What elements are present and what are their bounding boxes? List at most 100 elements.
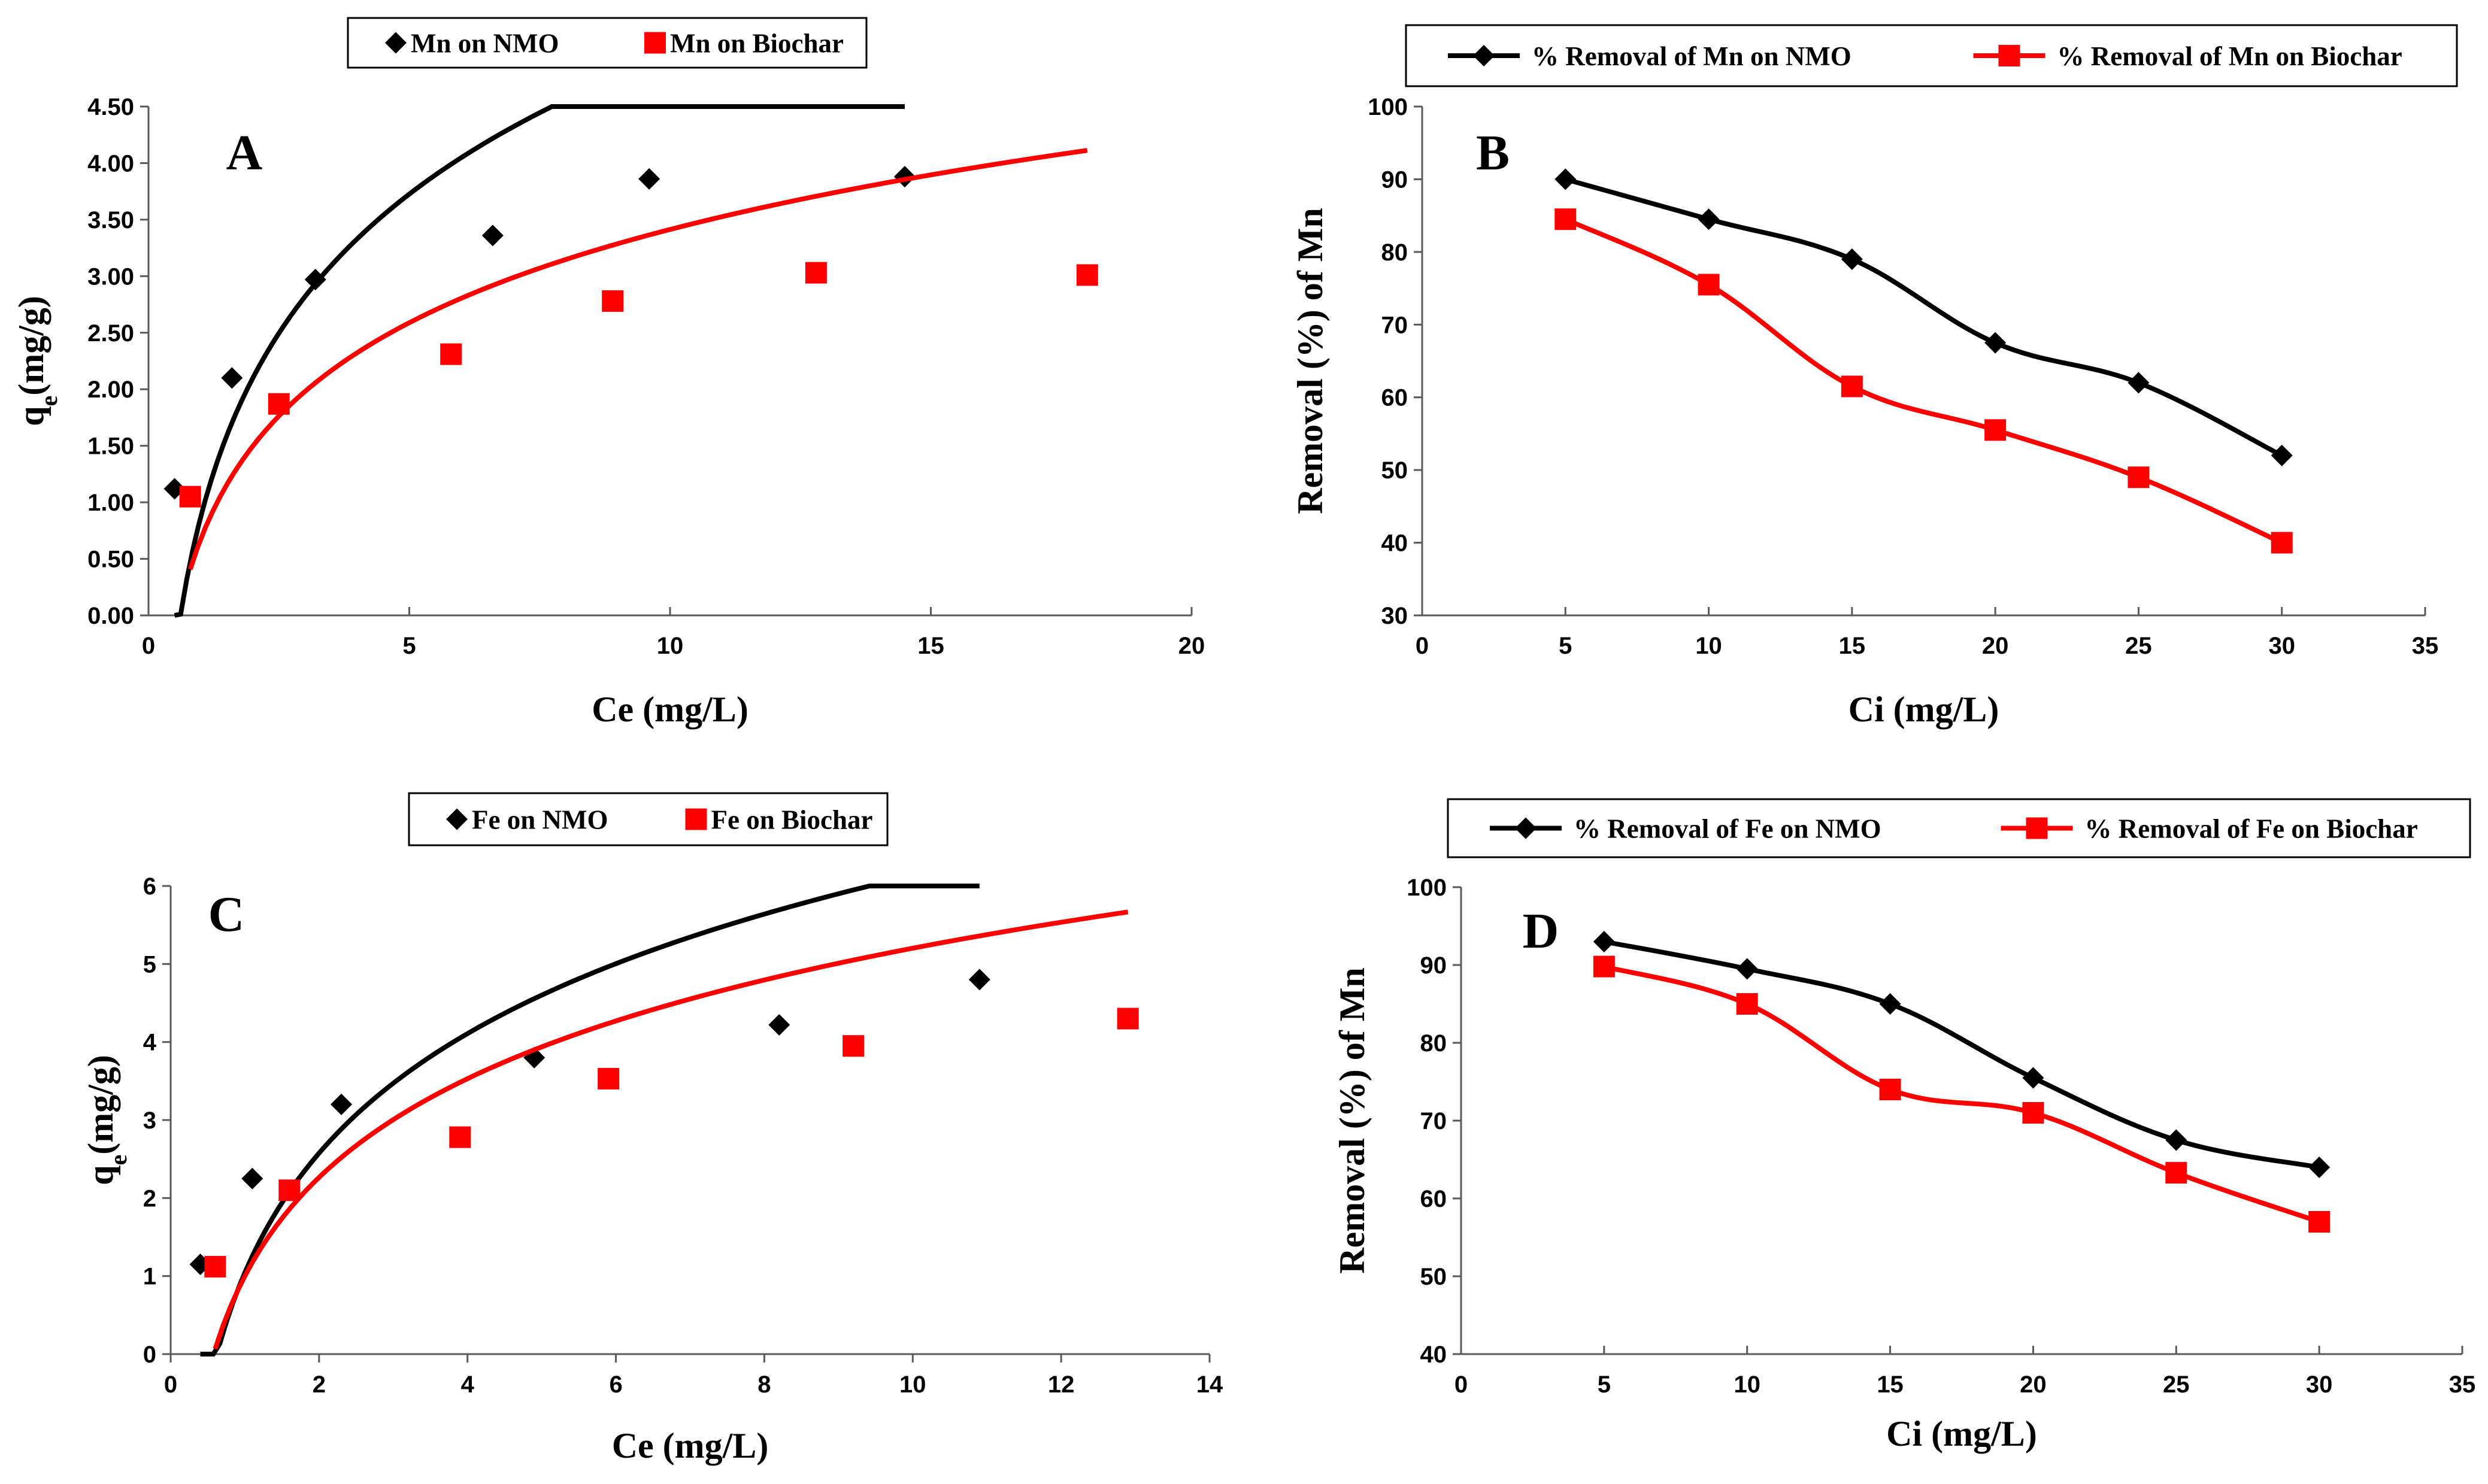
data-point (598, 1067, 620, 1090)
y-tick-label: 0 (143, 1342, 156, 1368)
data-point (2271, 532, 2293, 554)
legend: Fe on NMO Fe on Biochar (408, 792, 889, 846)
data-point (2271, 444, 2293, 466)
legend-label: Fe on Biochar (711, 805, 873, 835)
x-tick-label: 25 (2125, 633, 2152, 659)
data-point (968, 969, 990, 991)
x-tick-label: 20 (1982, 633, 2009, 659)
data-point (2022, 1102, 2044, 1124)
x-tick-label: 25 (2163, 1371, 2190, 1398)
data-point (1554, 168, 1577, 190)
x-tick-label: 35 (2412, 633, 2439, 659)
y-tick-label: 0.50 (87, 547, 134, 573)
legend-marker (685, 808, 707, 830)
data-point (278, 1179, 301, 1201)
x-tick-label: 0 (1454, 1371, 1468, 1398)
data-point (1736, 958, 1758, 980)
data-point (1736, 993, 1758, 1015)
data-point (2022, 1067, 2044, 1089)
data-point (1984, 332, 2007, 354)
x-tick-label: 30 (2268, 633, 2295, 659)
data-point (1984, 419, 2007, 441)
data-point (481, 224, 504, 247)
series-line (1565, 177, 2283, 458)
y-tick-label: 4 (143, 1030, 157, 1056)
data-point (241, 1167, 263, 1189)
panel-letter: C (208, 887, 245, 942)
data-point (449, 1126, 471, 1148)
legend-label: Fe on NMO (472, 805, 608, 835)
y-axis-title-main: q (81, 1166, 120, 1185)
panel-letter: D (1523, 903, 1559, 959)
y-tick-label: 90 (1381, 166, 1408, 193)
data-point (1593, 931, 1615, 952)
x-tick-label: 10 (657, 633, 684, 659)
x-tick-label: 2 (313, 1371, 326, 1398)
data-point (768, 1013, 790, 1036)
data-point (1554, 208, 1577, 230)
y-tick-label: 50 (1381, 457, 1408, 484)
trendline (213, 909, 1129, 1350)
x-tick-label: 15 (917, 633, 944, 659)
y-tick-label: 2 (143, 1185, 156, 1212)
x-tick-label: 12 (1048, 1371, 1075, 1398)
legend-label: Mn on Biochar (670, 29, 844, 59)
y-tick-label: 3 (143, 1107, 156, 1134)
data-point (2128, 466, 2150, 488)
legend-entry: % Removal of Fe on Biochar (2001, 814, 2418, 844)
legend-label: % Removal of Fe on Biochar (2085, 814, 2418, 844)
y-tick-label: 70 (1381, 312, 1408, 338)
series-nmo (1593, 931, 2331, 1178)
legend-marker (446, 808, 468, 830)
legend-marker (1473, 45, 1495, 66)
series-biochar (1554, 208, 2293, 554)
x-tick-label: 5 (1559, 633, 1572, 659)
legend: % Removal of Mn on NMO % Removal of Mn on… (1405, 24, 2458, 87)
legend-label: % Removal of Mn on NMO (1532, 41, 1851, 71)
data-point (1879, 993, 1901, 1015)
y-axis-title: Removal (%) of Mn (1290, 208, 1330, 514)
legend-entry: Fe on Biochar (685, 805, 873, 835)
series-nmo (189, 884, 990, 1356)
x-tick-label: 10 (1695, 633, 1722, 659)
y-axis-title-subscript: e (35, 396, 62, 406)
data-point (638, 168, 660, 190)
x-tick-label: 14 (1196, 1371, 1223, 1398)
x-tick-label: 10 (1734, 1371, 1760, 1398)
legend-entry: % Removal of Mn on NMO (1448, 41, 1851, 71)
y-axis-title-rest: (mg/g) (11, 296, 51, 396)
x-tick-label: 35 (2449, 1371, 2476, 1398)
y-tick-label: 4.50 (87, 94, 134, 120)
series-biochar (204, 909, 1139, 1350)
y-tick-label: 2.50 (87, 320, 134, 347)
x-tick-label: 20 (1178, 633, 1205, 659)
legend-marker (2026, 817, 2048, 839)
legend-box (347, 17, 868, 69)
chart-panel-b: 30 40 50 60 70 80 90 100 0 5 10 15 20 25 30 35 Ci (mg/L)… (1290, 24, 2458, 729)
data-point (2308, 1157, 2331, 1178)
y-tick-label: 3.50 (87, 207, 134, 233)
y-tick-label: 100 (1368, 94, 1408, 120)
legend-marker (385, 32, 407, 54)
chart-panel-d: 40 50 60 70 80 90 100 0 5 10 15 20 25 30 35 Ci (mg/L) Re… (1332, 798, 2476, 1453)
legend-label: % Removal of Fe on NMO (1574, 814, 1881, 844)
data-point (2165, 1129, 2187, 1151)
x-tick-label: 0 (1416, 633, 1429, 659)
y-tick-label: 3.00 (87, 263, 134, 290)
y-tick-label: 60 (1381, 385, 1408, 411)
x-tick-label: 15 (1839, 633, 1866, 659)
legend-marker (1515, 817, 1537, 839)
y-tick-label: 80 (1381, 239, 1408, 266)
data-point (805, 262, 827, 284)
y-tick-label: 50 (1420, 1264, 1447, 1290)
data-point (1698, 274, 1720, 296)
y-tick-label: 40 (1420, 1342, 1447, 1368)
x-axis-title: Ce (mg/L) (592, 690, 748, 729)
legend: % Removal of Fe on NMO % Removal of Fe on… (1447, 798, 2471, 858)
legend-entry: Mn on Biochar (644, 29, 844, 59)
y-tick-label: 1.00 (87, 490, 134, 516)
legend-entry: % Removal of Mn on Biochar (1973, 41, 2402, 71)
legend-box (1447, 798, 2471, 858)
